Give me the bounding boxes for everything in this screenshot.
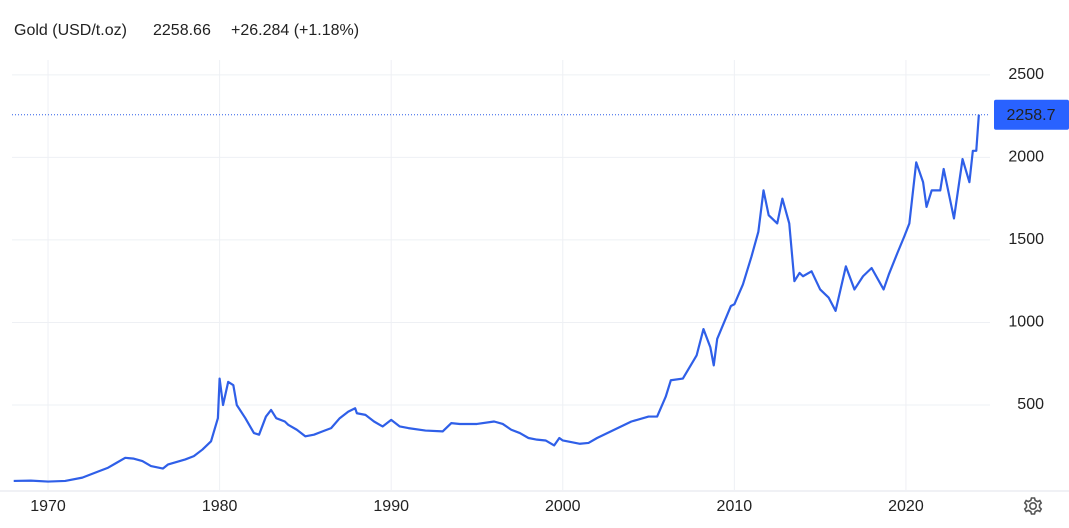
price-change: +26.284 (+1.18%) (231, 22, 359, 39)
x-tick-label: 1970 (30, 498, 66, 515)
y-tick-label: 2000 (1008, 149, 1044, 166)
x-tick-label: 2010 (717, 498, 753, 515)
settings-icon[interactable] (1023, 497, 1043, 515)
y-tick-label: 2500 (1008, 66, 1044, 83)
price-line (13, 114, 980, 483)
x-tick-label: 1980 (202, 498, 238, 515)
chart-title: Gold (USD/t.oz) (14, 22, 127, 39)
grid (12, 60, 990, 490)
y-tick-label: 500 (1017, 396, 1044, 413)
last-price-label: 2258.7 (1007, 107, 1056, 124)
x-tick-label: 2020 (888, 498, 924, 515)
x-tick-label: 2000 (545, 498, 581, 515)
x-tick-label: 1990 (373, 498, 409, 515)
y-tick-label: 1000 (1008, 314, 1044, 331)
y-tick-label: 1500 (1008, 231, 1044, 248)
last-price-tag (994, 99, 1069, 130)
price: 2258.66 (153, 22, 211, 39)
